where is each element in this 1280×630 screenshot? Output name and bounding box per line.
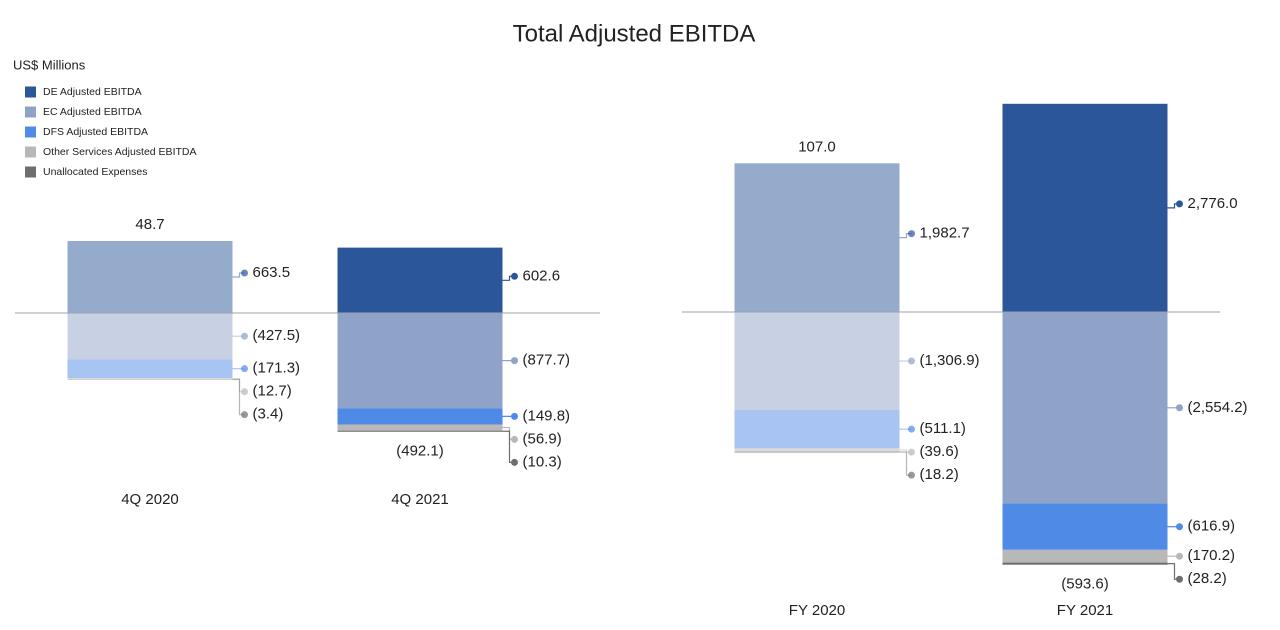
legend-label: Other Services Adjusted EBITDA <box>43 146 196 158</box>
label-dot <box>241 411 248 419</box>
bar-segment <box>337 408 503 425</box>
total-label: 107.0 <box>798 138 836 155</box>
label-dot <box>1176 404 1183 412</box>
bar-segment <box>67 313 233 360</box>
label-connector <box>502 430 515 463</box>
value-label: (511.1) <box>920 420 966 437</box>
bar-segment <box>734 448 900 452</box>
chart-title: Total Adjusted EBITDA <box>513 20 756 47</box>
bar-segment <box>734 163 900 312</box>
bar-segment <box>734 410 900 449</box>
value-label: 663.5 <box>253 264 291 281</box>
label-dot <box>511 272 518 280</box>
label-connector <box>232 378 245 416</box>
label-dot <box>908 357 915 365</box>
label-dot <box>908 425 915 433</box>
value-label: (10.3) <box>523 453 562 470</box>
value-label: (149.8) <box>523 407 571 424</box>
label-dot <box>511 357 518 365</box>
bar-segment <box>1002 549 1168 563</box>
label-dot <box>241 332 248 340</box>
label-dot <box>511 458 518 466</box>
bar-segment <box>337 247 503 313</box>
bar-segment <box>67 379 233 380</box>
legend-label: Unallocated Expenses <box>43 166 147 178</box>
bar-segment <box>67 377 233 380</box>
category-label: 4Q 2021 <box>391 491 449 508</box>
value-label: (2,554.2) <box>1188 399 1248 416</box>
bar-segment <box>67 241 233 313</box>
label-dot <box>511 435 518 443</box>
value-label: 1,982.7 <box>920 225 970 242</box>
legend-label: DFS Adjusted EBITDA <box>43 126 148 138</box>
label-dot <box>908 230 915 238</box>
label-dot <box>908 471 915 479</box>
value-label: (39.6) <box>920 443 959 460</box>
category-label: 4Q 2020 <box>121 491 179 508</box>
bar-segment <box>734 312 900 411</box>
label-dot <box>241 388 248 396</box>
legend-swatch <box>25 126 36 138</box>
legend-swatch <box>25 146 36 158</box>
unit-label: US$ Millions <box>13 57 86 72</box>
value-label: (616.9) <box>1188 518 1236 535</box>
label-dot <box>1176 575 1183 583</box>
total-label: (492.1) <box>396 443 444 460</box>
bar-segment <box>1002 312 1168 504</box>
total-label: 48.7 <box>135 216 164 233</box>
value-label: (18.2) <box>920 466 959 483</box>
value-label: (12.7) <box>253 383 292 400</box>
legend-label: EC Adjusted EBITDA <box>43 106 142 118</box>
legend-label: DE Adjusted EBITDA <box>43 86 142 98</box>
label-dot <box>908 448 915 456</box>
value-label: (3.4) <box>253 406 284 423</box>
value-label: (1,306.9) <box>920 352 980 369</box>
category-label: FY 2020 <box>789 602 845 619</box>
bar-segment <box>337 313 503 409</box>
legend-swatch <box>25 86 36 98</box>
value-label: (170.2) <box>1188 547 1236 564</box>
label-dot <box>1176 200 1183 208</box>
legend-swatch <box>25 166 36 178</box>
label-dot <box>241 269 248 277</box>
category-label: FY 2021 <box>1057 602 1113 619</box>
total-label: (593.6) <box>1061 576 1109 593</box>
label-dot <box>511 412 518 420</box>
value-label: (171.3) <box>253 360 301 377</box>
value-label: (28.2) <box>1188 570 1227 587</box>
bar-segment <box>1002 562 1168 565</box>
bar-segment <box>337 430 503 432</box>
label-connector <box>899 451 912 476</box>
value-label: (56.9) <box>523 430 562 447</box>
bar-segment <box>337 424 503 431</box>
bar-segment <box>734 451 900 453</box>
label-dot <box>1176 523 1183 531</box>
label-dot <box>1176 552 1183 560</box>
bar-segment <box>67 359 233 378</box>
bar-segment <box>1002 503 1168 550</box>
bar-segment <box>1002 103 1168 312</box>
value-label: (877.7) <box>523 352 571 369</box>
value-label: 2,776.0 <box>1188 195 1238 212</box>
value-label: (427.5) <box>253 327 301 344</box>
label-dot <box>241 365 248 373</box>
legend-swatch <box>25 106 36 118</box>
value-label: 602.6 <box>523 267 561 284</box>
